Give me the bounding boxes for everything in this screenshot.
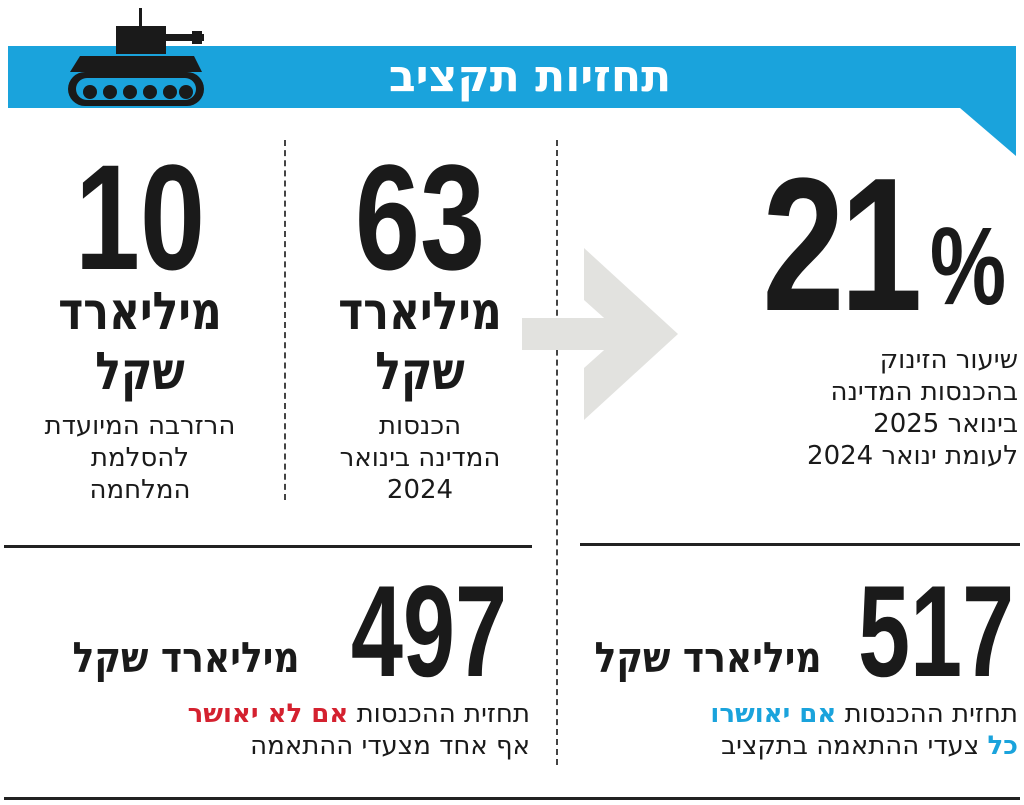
unit-line: שקל	[95, 342, 185, 402]
desc-line-2: אף אחד מצעדי ההתאמה	[250, 731, 530, 761]
desc-highlight-not-approved: אם לא יאושר	[187, 699, 349, 729]
divider-horizontal-left	[4, 545, 532, 548]
divider-vertical-center	[556, 140, 558, 765]
percent-sign: %	[929, 205, 1007, 328]
desc-line: לעומת ינואר 2024	[807, 441, 1018, 471]
tank-icon	[68, 8, 204, 106]
desc-highlight-approved: אם יאושרו	[710, 699, 837, 729]
desc-line-2: כל צעדי ההתאמה בתקציב	[560, 730, 1018, 762]
desc-prefix: תחזית ההכנסות	[348, 699, 530, 729]
stat-517-unit: מיליארד שקל	[594, 633, 822, 682]
desc-line-1: תחזית ההכנסות אם לא יאושר	[40, 698, 530, 730]
desc-line: שיעור הזינוק	[879, 345, 1018, 375]
divider-vertical-left	[284, 140, 286, 500]
desc-rest: צעדי ההתאמה בתקציב	[721, 731, 988, 761]
stat-497-number: 497	[350, 558, 508, 704]
desc-line: המלחמה	[89, 475, 191, 505]
banner-corner-decoration	[960, 108, 1016, 156]
desc-prefix: תחזית ההכנסות	[836, 699, 1018, 729]
stat-517-description: תחזית ההכנסות אם יאושרו כל צעדי ההתאמה ב…	[560, 698, 1018, 762]
page-title: תחזיות תקציב 2025	[388, 51, 672, 164]
stat-63-number: 63	[354, 133, 486, 301]
desc-highlight-all: כל	[987, 731, 1018, 761]
stat-63-unit: מיליארד שקל	[322, 282, 519, 402]
unit-line: מיליארד	[58, 282, 222, 342]
stat-21-number: 21	[762, 139, 922, 351]
desc-line: 2024	[386, 475, 454, 505]
stat-497-unit: מיליארד שקל	[72, 633, 300, 682]
desc-line: המדינה בינואר	[339, 443, 501, 473]
desc-line-1: תחזית ההכנסות אם יאושרו	[560, 698, 1018, 730]
desc-line: בהכנסות המדינה	[830, 377, 1018, 407]
stat-10-number: 10	[74, 133, 206, 301]
stat-10-description: הרזרבה המיועדת להסלמת המלחמה	[4, 410, 276, 506]
stat-497-description: תחזית ההכנסות אם לא יאושר אף אחד מצעדי ה…	[40, 698, 530, 762]
arrow-right-icon	[522, 248, 678, 420]
divider-horizontal-right	[580, 543, 1020, 546]
desc-line: להסלמת	[90, 443, 190, 473]
divider-bottom	[4, 797, 1020, 800]
stat-10-unit: מיליארד שקל	[42, 282, 239, 402]
desc-line: בינואר 2025	[873, 409, 1018, 439]
stat-21-description: שיעור הזינוק בהכנסות המדינה בינואר 2025 …	[700, 344, 1018, 472]
unit-line: מיליארד	[338, 282, 502, 342]
unit-line: שקל	[375, 342, 465, 402]
stat-21-percent: 21 %	[740, 150, 1024, 340]
desc-line: הכנסות	[378, 411, 462, 441]
desc-line: הרזרבה המיועדת	[44, 411, 236, 441]
stat-63-description: הכנסות המדינה בינואר 2024	[300, 410, 540, 506]
stat-517-number: 517	[858, 558, 1015, 704]
